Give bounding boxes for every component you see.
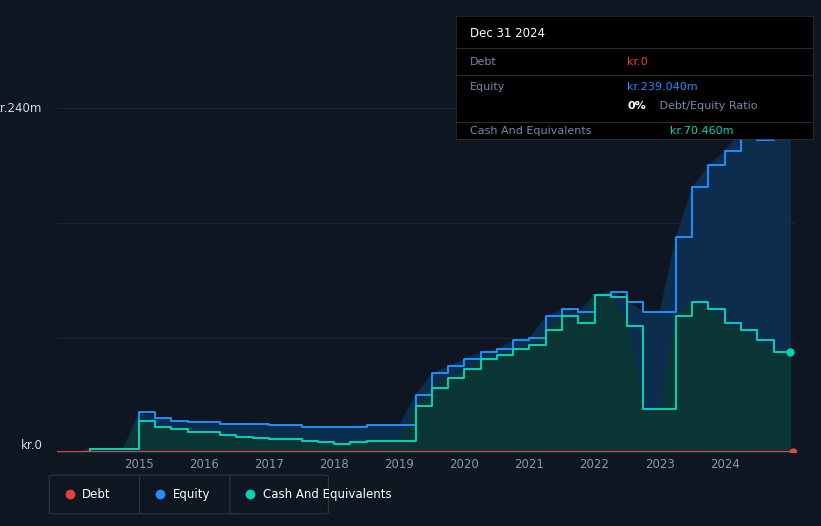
- FancyBboxPatch shape: [140, 475, 238, 514]
- FancyBboxPatch shape: [49, 475, 148, 514]
- Text: kr.0: kr.0: [627, 56, 648, 66]
- Text: Debt: Debt: [82, 488, 111, 501]
- Text: Equity: Equity: [172, 488, 210, 501]
- Text: Cash And Equivalents: Cash And Equivalents: [470, 126, 591, 136]
- Text: kr.70.460m: kr.70.460m: [670, 126, 733, 136]
- Text: kr.240m: kr.240m: [0, 102, 43, 115]
- Text: Equity: Equity: [470, 83, 505, 93]
- Text: Debt: Debt: [470, 56, 497, 66]
- Text: kr.239.040m: kr.239.040m: [627, 83, 698, 93]
- Text: Dec 31 2024: Dec 31 2024: [470, 27, 545, 39]
- Text: kr.0: kr.0: [21, 439, 43, 452]
- Text: 0%: 0%: [627, 101, 646, 111]
- Text: Cash And Equivalents: Cash And Equivalents: [263, 488, 392, 501]
- Text: Debt/Equity Ratio: Debt/Equity Ratio: [656, 101, 757, 111]
- FancyBboxPatch shape: [230, 475, 328, 514]
